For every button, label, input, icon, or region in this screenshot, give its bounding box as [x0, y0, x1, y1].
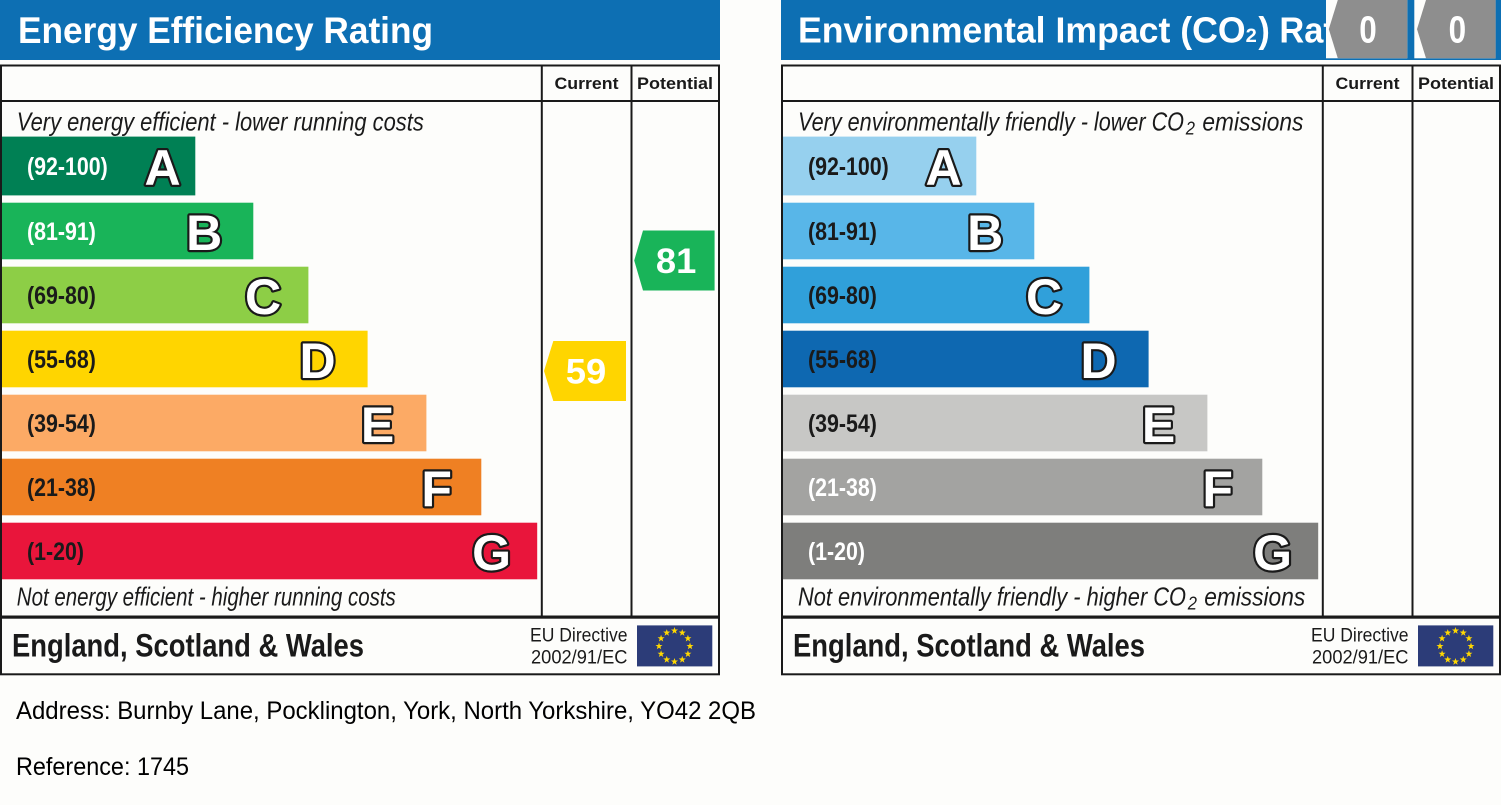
svg-text:(69-80): (69-80)	[808, 282, 877, 310]
svg-text:Not environmentally friendly -: Not environmentally friendly - higher CO	[798, 582, 1186, 612]
svg-text:2: 2	[1185, 118, 1196, 139]
svg-text:EU Directive: EU Directive	[530, 626, 628, 647]
svg-text:2: 2	[1187, 593, 1198, 614]
svg-text:(1-20): (1-20)	[27, 538, 84, 566]
svg-text:(39-54): (39-54)	[808, 410, 877, 438]
svg-text:E: E	[361, 397, 394, 453]
svg-text:E: E	[1142, 397, 1175, 453]
svg-text:A: A	[926, 140, 962, 196]
svg-text:B: B	[967, 205, 1003, 261]
svg-text:81: 81	[656, 242, 696, 281]
svg-text:(21-38): (21-38)	[27, 474, 96, 502]
svg-text:Address: Burnby Lane, Pockling: Address: Burnby Lane, Pocklington, York,…	[16, 697, 756, 725]
svg-text:) Rating: ) Rating	[1258, 10, 1386, 51]
svg-text:(92-100): (92-100)	[27, 153, 108, 181]
svg-text:(1-20): (1-20)	[808, 538, 865, 566]
svg-text:(39-54): (39-54)	[27, 410, 96, 438]
svg-text:(81-91): (81-91)	[27, 218, 96, 246]
svg-text:emissions: emissions	[1202, 107, 1303, 137]
svg-text:F: F	[1202, 461, 1233, 517]
svg-text:2002/91/EC: 2002/91/EC	[1312, 648, 1409, 669]
svg-text:(55-68): (55-68)	[27, 346, 96, 374]
svg-text:G: G	[472, 525, 511, 581]
svg-text:F: F	[421, 461, 452, 517]
svg-text:C: C	[245, 269, 281, 325]
svg-text:Potential: Potential	[637, 75, 713, 93]
svg-text:(69-80): (69-80)	[27, 282, 96, 310]
svg-text:D: D	[1080, 333, 1116, 389]
svg-text:C: C	[1026, 269, 1062, 325]
svg-text:A: A	[145, 140, 181, 196]
svg-text:(81-91): (81-91)	[808, 218, 877, 246]
svg-text:Current: Current	[1336, 75, 1401, 93]
svg-text:Very energy efficient - lower: Very energy efficient - lower running co…	[17, 107, 424, 137]
svg-text:D: D	[299, 333, 335, 389]
svg-text:emissions: emissions	[1204, 582, 1305, 612]
svg-text:(55-68): (55-68)	[808, 346, 877, 374]
svg-text:(92-100): (92-100)	[808, 153, 889, 181]
svg-text:(21-38): (21-38)	[808, 474, 877, 502]
svg-text:G: G	[1253, 525, 1292, 581]
svg-text:Reference: 1745: Reference: 1745	[16, 753, 189, 781]
svg-text:Potential: Potential	[1418, 75, 1494, 93]
svg-text:0: 0	[1449, 10, 1467, 52]
svg-text:Current: Current	[555, 75, 620, 93]
svg-text:Very environmentally friendly: Very environmentally friendly - lower CO	[798, 107, 1184, 137]
svg-text:Energy Efficiency Rating: Energy Efficiency Rating	[18, 10, 433, 51]
svg-text:EU Directive: EU Directive	[1311, 626, 1409, 647]
svg-text:England, Scotland & Wales: England, Scotland & Wales	[793, 628, 1145, 664]
svg-text:Not energy efficient - higher: Not energy efficient - higher running co…	[17, 582, 396, 612]
svg-text:59: 59	[566, 352, 607, 391]
svg-text:2002/91/EC: 2002/91/EC	[531, 648, 628, 669]
svg-text:B: B	[186, 205, 222, 261]
svg-text:0: 0	[1359, 10, 1377, 52]
svg-text:2: 2	[1246, 26, 1257, 47]
svg-text:England, Scotland & Wales: England, Scotland & Wales	[12, 628, 364, 664]
svg-text:Environmental Impact (CO: Environmental Impact (CO	[798, 10, 1246, 51]
